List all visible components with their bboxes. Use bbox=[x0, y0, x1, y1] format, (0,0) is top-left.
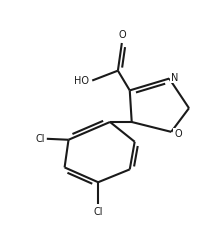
Text: Cl: Cl bbox=[35, 134, 45, 144]
Text: Cl: Cl bbox=[94, 207, 103, 217]
Text: O: O bbox=[118, 30, 126, 40]
Text: HO: HO bbox=[74, 76, 89, 86]
Text: N: N bbox=[171, 73, 179, 83]
Text: O: O bbox=[174, 129, 182, 139]
